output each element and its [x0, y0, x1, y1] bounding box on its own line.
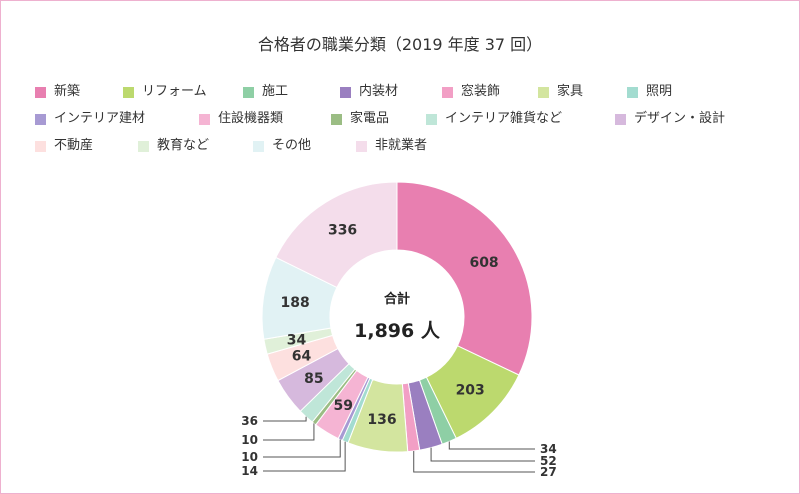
legend-label: 非就業者: [375, 138, 428, 153]
legend-item-interior-materials[interactable]: 内装材: [340, 83, 398, 101]
callout-value-label: 10: [241, 450, 258, 464]
slice-value-label: 85: [304, 371, 323, 387]
leader-line: [448, 441, 535, 450]
legend-item-construction-work[interactable]: 施工: [243, 83, 288, 101]
leader-line: [263, 439, 341, 458]
legend-item-design[interactable]: デザイン・設計: [615, 110, 725, 128]
legend-marker: [138, 140, 149, 152]
slice-value-label: 203: [456, 382, 485, 398]
legend-marker: [35, 86, 46, 98]
legend-item-real-estate[interactable]: 不動産: [35, 137, 93, 155]
legend-item-other[interactable]: その他: [253, 137, 311, 155]
total-label: 合計: [384, 291, 410, 307]
leader-line: [263, 441, 346, 472]
legend-label: インテリア雑貨など: [445, 111, 563, 126]
legend-label: 新築: [54, 84, 81, 99]
legend-label: 照明: [646, 84, 673, 99]
legend-marker: [35, 140, 46, 152]
legend-item-housing-equipment[interactable]: 住設機器類: [199, 110, 283, 128]
leader-line: [430, 447, 535, 462]
legend-marker: [538, 86, 549, 98]
legend-label: デザイン・設計: [634, 111, 726, 126]
legend-label: 住設機器類: [218, 111, 284, 126]
legend-marker: [331, 113, 342, 125]
leader-line: [263, 423, 315, 441]
legend-marker: [356, 140, 367, 152]
legend-label: 施工: [262, 84, 289, 99]
legend-marker: [253, 140, 264, 152]
legend-marker: [243, 86, 254, 98]
legend-item-interior-goods[interactable]: インテリア雑貨など: [426, 110, 562, 128]
legend-label: 不動産: [54, 138, 94, 153]
chart-title: 合格者の職業分類（2019 年度 37 回）: [257, 35, 543, 54]
slice-value-label: 59: [334, 398, 353, 414]
legend-item-home-appliances[interactable]: 家電品: [331, 110, 389, 128]
callout-value-label: 27: [540, 465, 557, 479]
callout-value-label: 34: [540, 442, 557, 456]
slice-unemployed: [275, 181, 398, 289]
legend-marker: [340, 86, 351, 98]
leader-line: [413, 450, 535, 473]
legend-label: リフォーム: [142, 84, 207, 99]
legend-item-renovation[interactable]: リフォーム: [123, 83, 207, 101]
legend-marker: [199, 113, 210, 125]
legend-item-lighting[interactable]: 照明: [627, 83, 672, 101]
legend-label: 家具: [557, 84, 584, 99]
slice-new-construction: [396, 181, 533, 376]
legend-marker: [615, 113, 626, 125]
legend-label: 教育など: [157, 138, 210, 153]
slice-value-label: 34: [287, 333, 307, 349]
legend-marker: [123, 86, 134, 98]
legend-item-education[interactable]: 教育など: [138, 137, 209, 155]
callout-value-label: 36: [241, 414, 258, 428]
legend-label: 内装材: [359, 84, 399, 99]
slice-value-label: 136: [367, 412, 396, 428]
legend-marker: [35, 113, 46, 125]
legend-item-new-construction[interactable]: 新築: [35, 83, 80, 101]
slice-value-label: 188: [280, 295, 309, 311]
slice-value-label: 64: [292, 349, 312, 365]
legend-item-window-decoration[interactable]: 窓装飾: [442, 83, 500, 101]
slice-value-label: 336: [328, 223, 357, 239]
legend-marker: [627, 86, 638, 98]
legend-label: 家電品: [350, 111, 390, 126]
legend-label: 窓装飾: [461, 84, 501, 99]
total-value: 1,896 人: [354, 320, 441, 342]
legend-label: インテリア建材: [54, 111, 146, 126]
legend-item-unemployed[interactable]: 非就業者: [356, 137, 427, 155]
legend-marker: [426, 113, 437, 125]
legend-item-furniture[interactable]: 家具: [538, 83, 583, 101]
legend-label: その他: [272, 138, 312, 153]
slice-value-label: 608: [469, 255, 498, 271]
leader-line: [263, 416, 307, 422]
donut-slices: [261, 181, 533, 453]
callout-value-label: 52: [540, 454, 557, 468]
callout-value-label: 14: [241, 464, 258, 478]
legend-item-interior-building-materials[interactable]: インテリア建材: [35, 110, 145, 128]
legend-marker: [442, 86, 453, 98]
callout-value-label: 10: [241, 433, 258, 447]
